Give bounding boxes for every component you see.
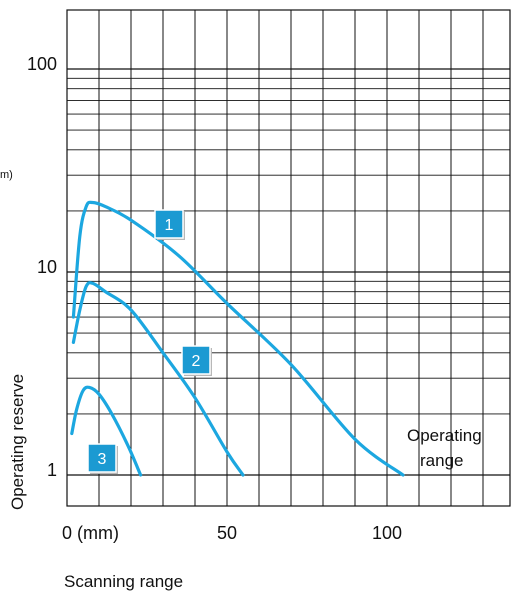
x-axis-label: Scanning range — [64, 572, 183, 591]
x-tick-label: 100 — [372, 523, 402, 543]
series-badge-label: 2 — [192, 353, 201, 370]
annotation-line1: Operating — [407, 426, 482, 445]
series-badge-3: 3 — [87, 443, 118, 474]
y-tick-label: 1 — [47, 460, 57, 480]
series-badge-2: 2 — [181, 345, 212, 376]
tick-labels: 0 (mm) 50 100 1 10 100 — [27, 54, 402, 543]
plot-frame — [66, 9, 511, 507]
y-tick-label: 100 — [27, 54, 57, 74]
series-line-2 — [71, 281, 245, 477]
annotation-line2: range — [420, 451, 463, 470]
grid — [66, 9, 511, 507]
series-badge-label: 3 — [98, 451, 107, 468]
x-tick-label: 50 — [217, 523, 237, 543]
y-axis-label: Operating reserve — [8, 374, 27, 510]
x-tick-label: 0 (mm) — [62, 523, 119, 543]
series-lines — [70, 200, 405, 477]
y-unit-fragment: m) — [0, 169, 13, 181]
series-line-3 — [70, 385, 143, 477]
series-badge-1: 1 — [154, 209, 185, 240]
series-line-1 — [71, 200, 405, 477]
y-tick-label: 10 — [37, 257, 57, 277]
series-badges: 1 2 3 — [87, 209, 212, 474]
series-badge-label: 1 — [165, 217, 174, 234]
